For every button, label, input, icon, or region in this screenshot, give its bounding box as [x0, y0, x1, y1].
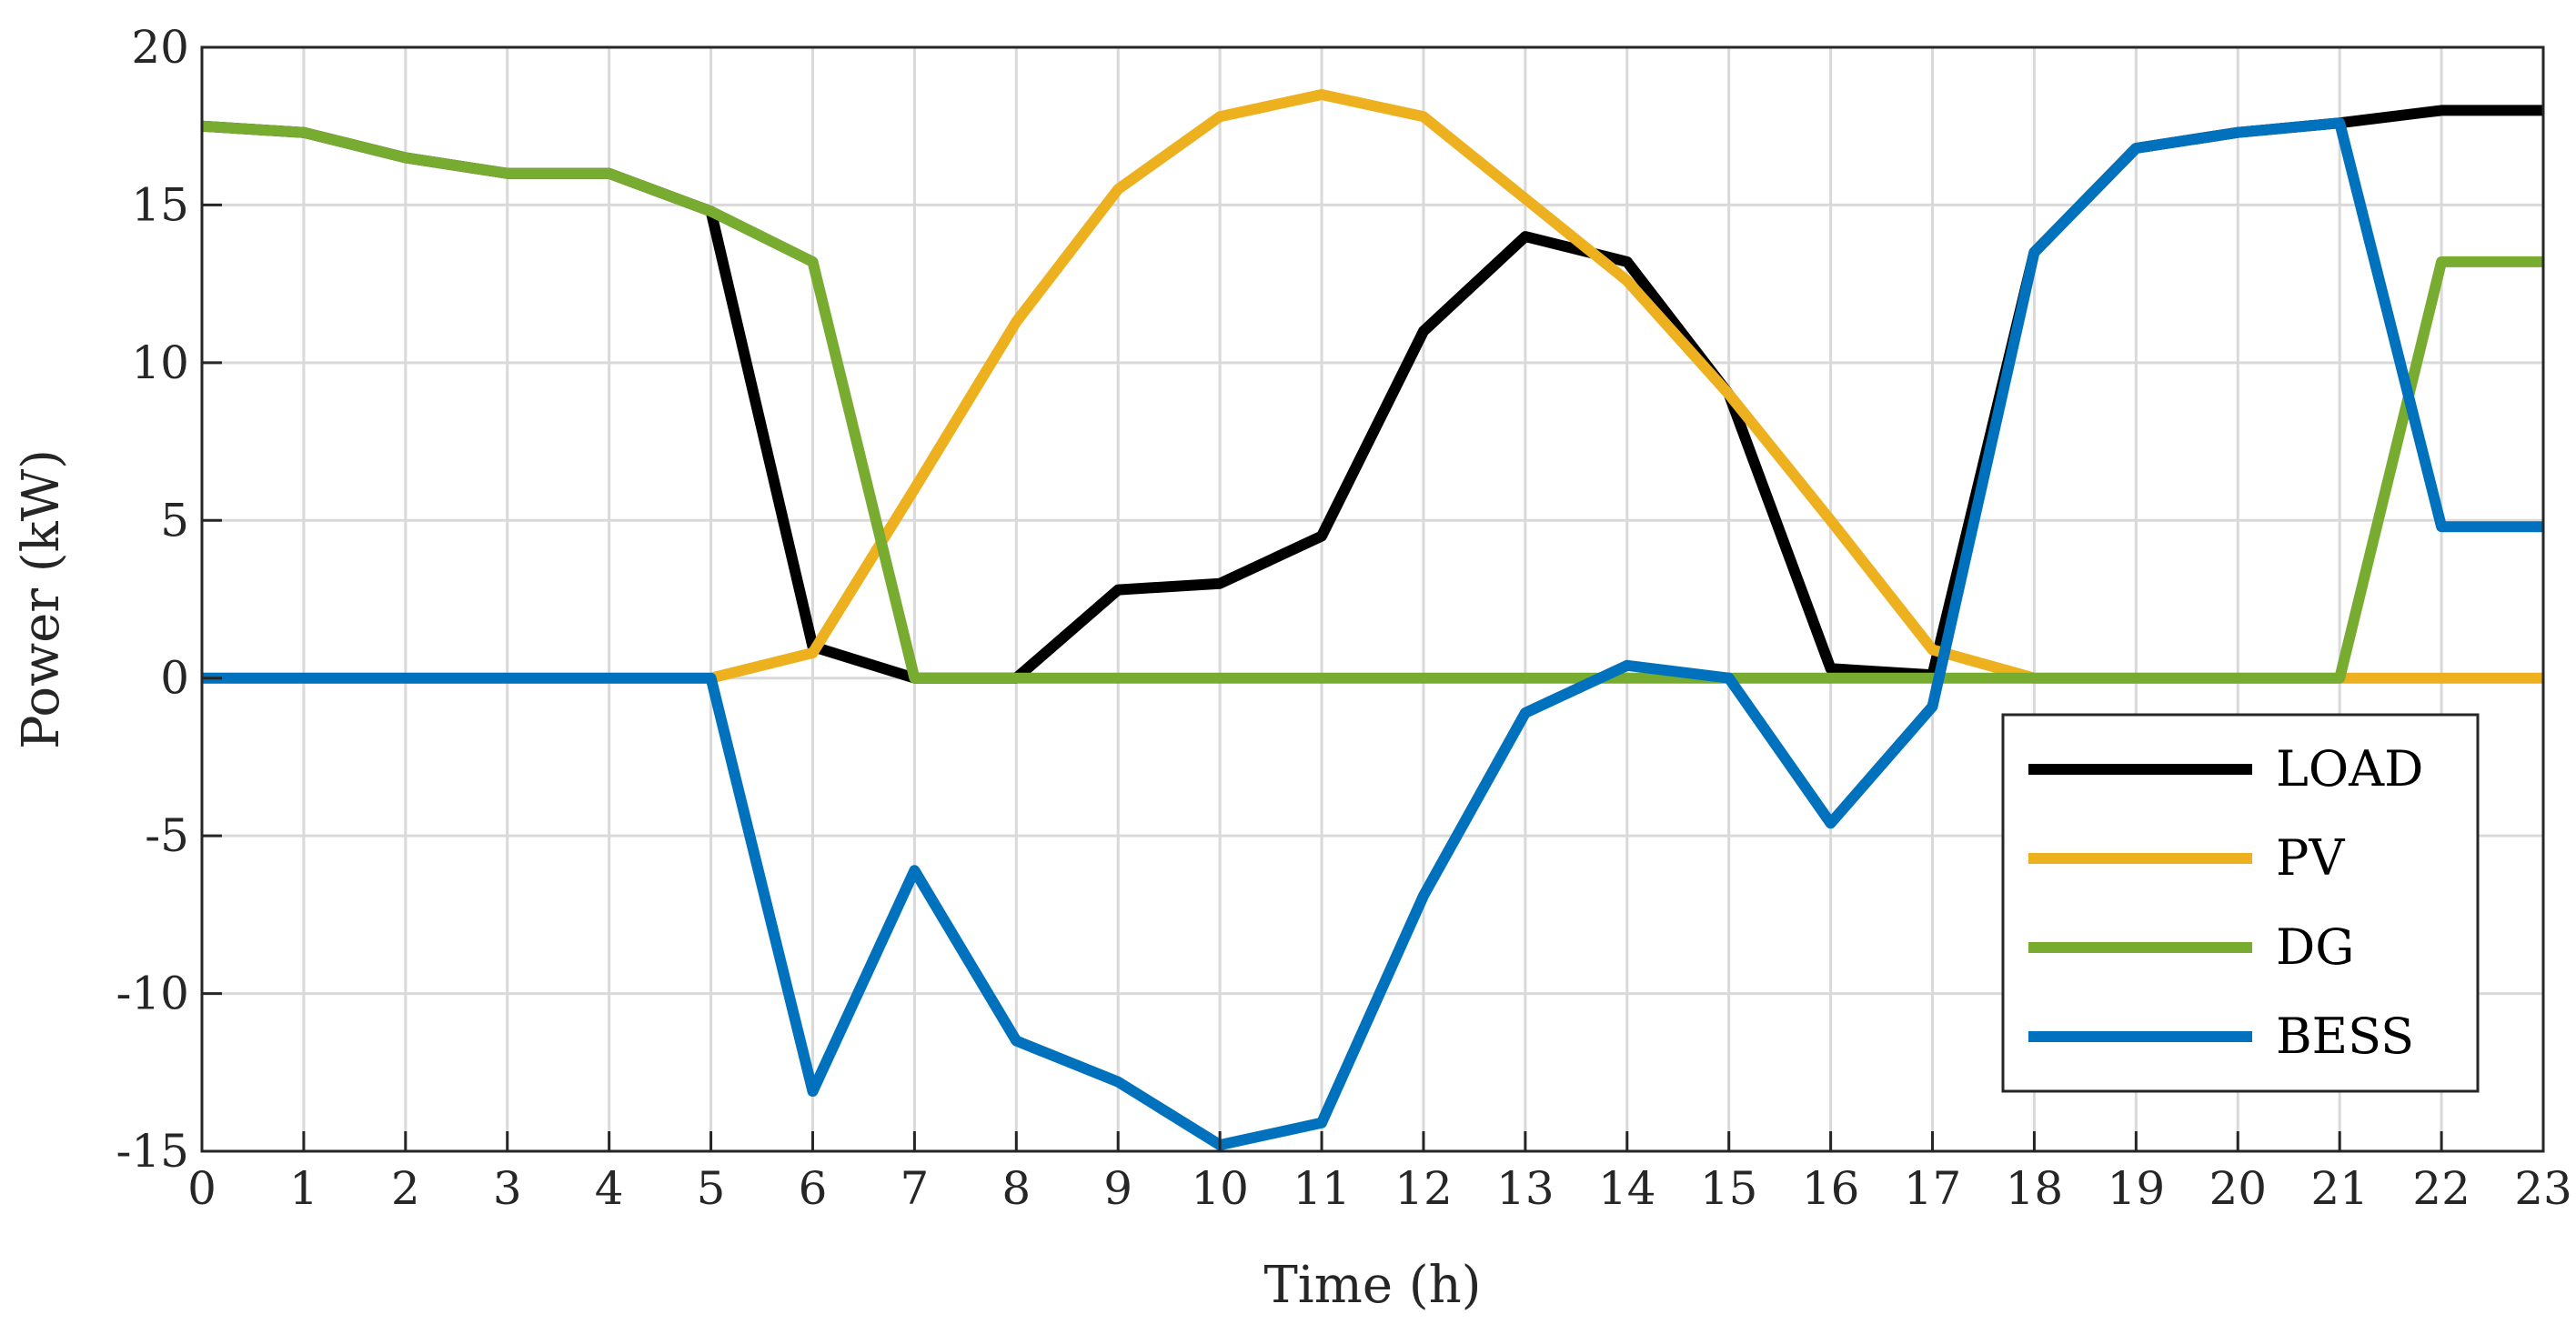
x-tick-label: 10 [1191, 1162, 1249, 1215]
y-axis-title: Power (kW) [12, 449, 71, 749]
y-tick-label: -10 [116, 968, 189, 1020]
y-tick-label: -5 [145, 809, 189, 862]
x-tick-label: 18 [2006, 1162, 2064, 1215]
x-tick-label: 19 [2108, 1162, 2166, 1215]
x-tick-label: 1 [289, 1162, 318, 1215]
x-tick-label: 16 [1802, 1162, 1860, 1215]
axis-ticks: 0 1 2 3 4 5 6 7 8 9 10 11 12 13 14 15 16 17 18 19 20 21 22 23-1… [116, 21, 2571, 1215]
series-line-dg [201, 120, 2543, 684]
legend-label-pv: PV [2276, 829, 2345, 887]
x-tick-label: 3 [493, 1162, 522, 1215]
x-tick-label: 12 [1394, 1162, 1453, 1215]
x-tick-label: 6 [799, 1162, 828, 1215]
x-tick-label: 14 [1598, 1162, 1656, 1215]
x-tick-label: 5 [697, 1162, 726, 1215]
legend-label-load: LOAD [2276, 740, 2423, 797]
x-tick-label: 7 [900, 1162, 929, 1215]
x-tick-label: 8 [1001, 1162, 1031, 1215]
x-tick-label: 13 [1496, 1162, 1555, 1215]
y-tick-label: 10 [131, 336, 189, 389]
x-tick-label: 11 [1293, 1162, 1351, 1215]
x-tick-label: 22 [2412, 1162, 2470, 1215]
x-tick-label: 0 [187, 1162, 216, 1215]
legend-box [2001, 713, 2480, 1093]
series-line-bess [202, 117, 2543, 1151]
plot-frame [200, 45, 2545, 1153]
legend-label-dg: DG [2276, 918, 2354, 976]
x-tick-label: 17 [1904, 1162, 1962, 1215]
y-tick-label: 15 [131, 178, 189, 231]
x-tick-label: 23 [2514, 1162, 2572, 1215]
x-tick-label: 21 [2310, 1162, 2369, 1215]
y-tick-label: 20 [131, 21, 189, 74]
legend-label-bess: BESS [2276, 1008, 2414, 1065]
x-axis-title: Time (h) [1263, 1256, 1481, 1315]
series-lines [201, 89, 2543, 1151]
x-tick-label: 2 [391, 1162, 420, 1215]
x-tick-label: 20 [2209, 1162, 2267, 1215]
x-tick-label: 4 [595, 1162, 624, 1215]
y-tick-label: 0 [160, 652, 189, 705]
y-tick-label: -15 [116, 1125, 189, 1178]
legend: LOAD PV DG BESS [2001, 713, 2480, 1093]
y-tick-label: 5 [160, 494, 189, 547]
x-tick-label: 9 [1103, 1162, 1132, 1215]
x-tick-label: 15 [1700, 1162, 1758, 1215]
